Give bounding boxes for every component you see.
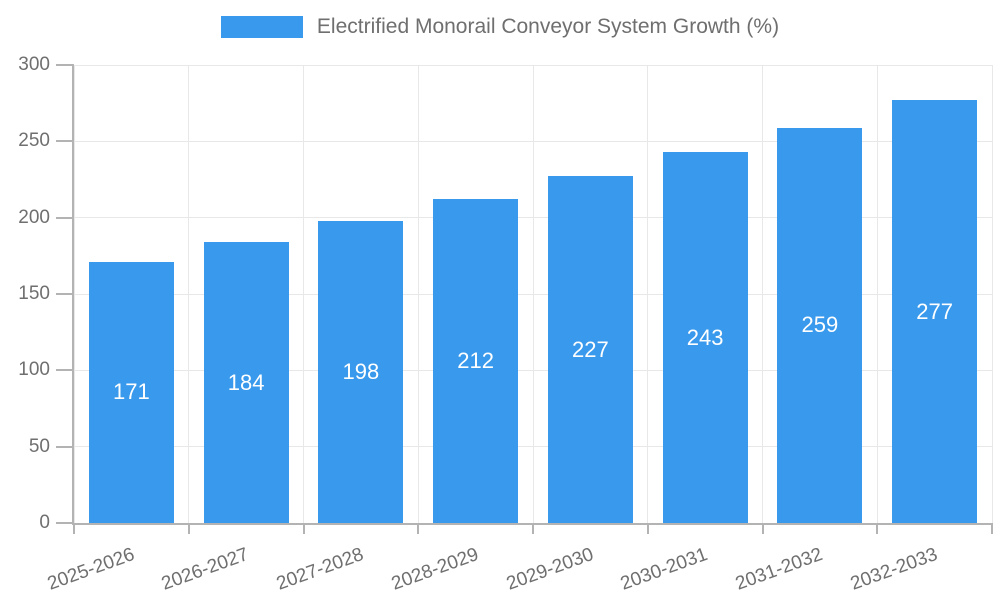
y-axis-tick [56, 522, 74, 524]
x-axis-line [72, 523, 992, 525]
x-tick-label: 2025-2026 [44, 543, 137, 595]
bar[interactable] [777, 127, 863, 523]
x-gridline [991, 65, 993, 523]
y-axis-tick [56, 445, 74, 448]
y-tick-label: 0 [39, 512, 50, 533]
x-axis-tick [991, 523, 993, 534]
x-tick-label: 2029-2030 [503, 543, 596, 595]
bar-value-label: 171 [113, 379, 150, 405]
y-tick-label: 150 [18, 283, 50, 304]
x-gridline [303, 65, 304, 523]
x-axis-tick [417, 523, 420, 534]
x-axis-tick [876, 523, 879, 534]
x-axis-tick [73, 523, 75, 534]
y-tick-label: 250 [18, 130, 50, 152]
bar[interactable] [662, 152, 748, 523]
x-axis-tick [302, 523, 305, 534]
x-gridline [417, 65, 419, 523]
y-axis-tick [56, 64, 74, 66]
bar-value-label: 277 [916, 298, 953, 324]
x-tick-label: 2026-2027 [159, 543, 252, 595]
y-axis-tick [56, 140, 74, 143]
x-tick-label: 2030-2031 [618, 543, 711, 595]
bar[interactable] [892, 100, 978, 523]
y-tick-label: 300 [18, 54, 50, 75]
bar[interactable] [88, 261, 174, 523]
x-gridline [876, 65, 878, 523]
bar-value-label: 227 [572, 336, 609, 362]
x-axis-tick [532, 523, 534, 534]
bar[interactable] [203, 242, 289, 523]
bar-value-label: 198 [342, 358, 380, 384]
x-gridline [647, 65, 649, 523]
y-axis-line [72, 65, 74, 523]
x-gridline [73, 65, 75, 523]
x-gridline [532, 65, 534, 523]
legend-swatch-icon [220, 16, 303, 38]
chart-legend: Electrified Monorail Conveyor System Gro… [0, 14, 1000, 40]
bar-value-label: 212 [457, 348, 494, 374]
y-tick-label: 50 [28, 435, 50, 457]
legend-item[interactable]: Electrified Monorail Conveyor System Gro… [220, 14, 780, 40]
x-axis-tick [761, 523, 764, 534]
y-axis-tick [56, 293, 74, 295]
bar[interactable] [433, 199, 519, 523]
x-gridline [188, 65, 190, 523]
x-gridline [762, 65, 763, 523]
bar-value-label: 259 [801, 312, 839, 338]
x-tick-label: 2031-2032 [732, 543, 826, 595]
bar[interactable] [547, 176, 633, 523]
y-axis-tick [56, 216, 74, 219]
x-axis-tick [187, 523, 190, 534]
bar-value-label: 184 [227, 369, 265, 395]
x-tick-label: 2027-2028 [273, 543, 367, 595]
y-tick-label: 100 [18, 359, 50, 381]
bar-value-label: 243 [686, 324, 724, 350]
bar[interactable] [318, 220, 404, 523]
x-axis-tick [646, 523, 649, 534]
x-tick-label: 2028-2029 [388, 543, 482, 595]
legend-label: Electrified Monorail Conveyor System Gro… [316, 15, 780, 38]
y-axis-tick [56, 369, 74, 372]
x-tick-label: 2032-2033 [847, 543, 941, 595]
y-tick-label: 200 [18, 206, 50, 228]
